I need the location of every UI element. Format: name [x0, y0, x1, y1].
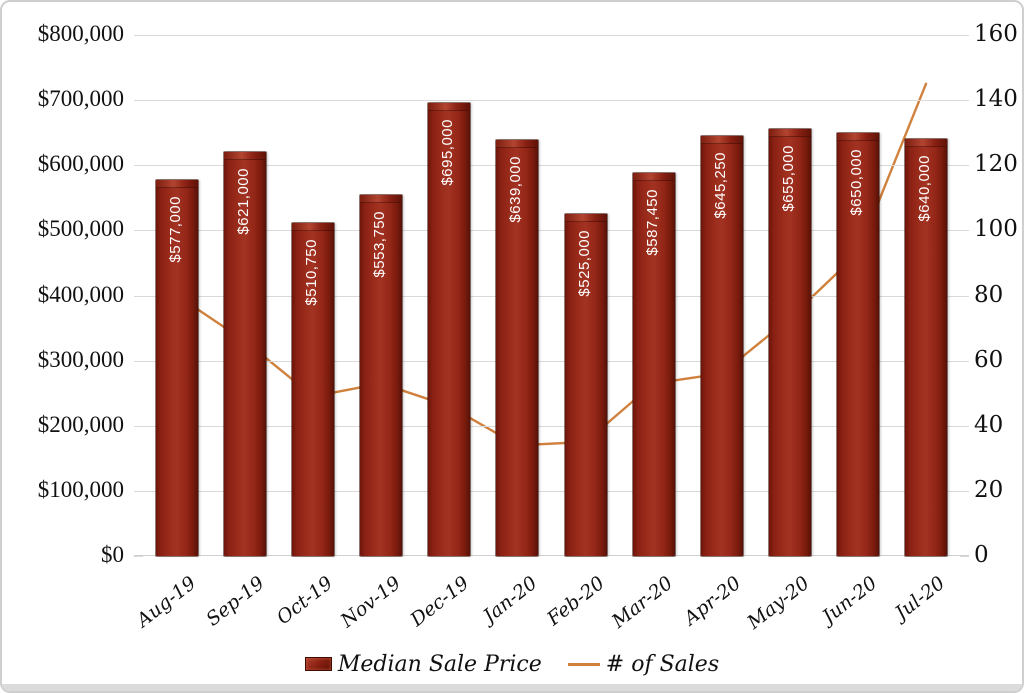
legend-entry-number-of-sales: # of Sales: [567, 651, 720, 677]
left-axis-tick: [134, 100, 143, 102]
gridline: [143, 490, 960, 492]
bar-value-label: $510,750: [303, 239, 321, 306]
left-axis-tick: [134, 490, 143, 492]
x-axis-label-oct-19: Oct-19: [272, 572, 337, 630]
x-axis-label-dec-19: Dec-19: [406, 572, 473, 632]
gridline: [143, 100, 960, 102]
left-axis-tick: [134, 230, 143, 232]
left-axis-tick-label: $300,000: [37, 346, 124, 372]
line-series-swatch-icon: [567, 662, 600, 666]
left-axis-tick: [134, 35, 143, 36]
legend-entry-median-sale-price: Median Sale Price: [304, 651, 542, 677]
bar-value-label: $639,000: [507, 155, 525, 223]
right-axis-tick-label: 100: [974, 216, 1018, 243]
left-axis-tick-label: $100,000: [37, 476, 124, 502]
legend-label: # of Sales: [605, 651, 720, 677]
right-axis-tick-label: 0: [974, 542, 989, 568]
bar-value-label: $587,450: [643, 189, 661, 256]
bar-sep-19: [224, 151, 267, 556]
right-axis-tick-label: 60: [974, 346, 1004, 373]
x-axis-label-aug-19: Aug-19: [132, 572, 201, 632]
gridline: [143, 425, 960, 427]
left-axis-tick-label: $700,000: [37, 86, 124, 112]
left-axis-tick-label: $200,000: [37, 411, 124, 437]
gridline: [143, 35, 960, 36]
bar-may-20: [768, 129, 811, 556]
left-axis-tick-label: $600,000: [37, 151, 124, 177]
right-axis-tick: [960, 490, 969, 492]
legend: Median Sale Price # of Sales: [2, 646, 1022, 682]
left-axis-tick: [134, 425, 143, 427]
x-axis-label-nov-19: Nov-19: [336, 572, 405, 633]
x-axis-line: [134, 555, 969, 556]
x-axis-label-feb-20: Feb-20: [543, 572, 610, 631]
bar-value-label: $655,000: [779, 145, 797, 212]
right-axis-tick: [960, 35, 969, 36]
bar-apr-20: [700, 135, 743, 556]
bar-value-label: $525,000: [575, 230, 593, 297]
bar-value-label: $695,000: [439, 119, 457, 186]
x-axis-label-apr-20: Apr-20: [680, 572, 746, 630]
sales-line-path: [175, 82, 928, 447]
bar-value-label: $577,000: [167, 196, 185, 263]
bar-value-label: $621,000: [235, 167, 253, 235]
bar-jun-20: [836, 132, 879, 556]
x-axis-label-jun-20: Jun-20: [818, 572, 882, 628]
bar-nov-19: [360, 195, 403, 556]
bar-value-label: $553,750: [371, 211, 389, 278]
left-axis-tick-label: $400,000: [37, 281, 124, 307]
right-axis-tick: [960, 425, 969, 427]
right-axis-tick: [960, 360, 969, 362]
left-axis-tick-label: $800,000: [37, 21, 124, 46]
x-axis-label-sep-19: Sep-19: [202, 572, 269, 631]
bar-feb-20: [564, 214, 607, 556]
bar-value-label: $640,000: [915, 155, 933, 222]
bar-value-label: $650,000: [847, 148, 865, 216]
legend-label: Median Sale Price: [337, 651, 542, 677]
gridline: [143, 165, 960, 167]
right-axis-tick-label: 80: [974, 281, 1004, 308]
left-axis-tick: [134, 165, 143, 167]
left-axis-tick: [134, 360, 143, 362]
left-axis-tick-label: $0: [101, 542, 124, 567]
right-axis-tick-label: 20: [974, 476, 1004, 503]
x-axis-label-jan-20: Jan-20: [478, 572, 542, 628]
bar-dec-19: [428, 103, 471, 556]
right-axis-tick: [960, 295, 969, 297]
left-axis-tick: [134, 295, 143, 297]
bar-oct-19: [292, 223, 335, 556]
right-axis-tick-label: 120: [974, 151, 1018, 178]
x-axis-label-may-20: May-20: [742, 572, 814, 634]
right-axis-tick: [960, 230, 969, 232]
right-axis-tick-label: 160: [974, 21, 1018, 47]
gridline: [143, 295, 960, 297]
bar-value-label: $645,250: [711, 151, 729, 219]
bar-series-swatch-icon: [304, 657, 332, 671]
x-axis-label-mar-20: Mar-20: [608, 572, 678, 633]
bar-mar-20: [632, 173, 675, 556]
right-axis-tick: [960, 165, 969, 167]
left-axis-tick-label: $500,000: [37, 216, 124, 242]
right-axis-tick-label: 40: [974, 411, 1004, 438]
gridline: [143, 360, 960, 362]
plot-area: $577,000 $621,000 $510,750 $553,750 $695,000…: [134, 35, 969, 557]
right-axis-tick: [960, 100, 969, 102]
bar-jan-20: [496, 139, 539, 556]
right-axis-tick-label: 140: [974, 86, 1018, 113]
gridline: [143, 230, 960, 232]
bar-jul-20: [904, 139, 947, 556]
bottom-border-strip: [2, 684, 1022, 691]
left-axis-tick: [134, 556, 143, 557]
x-axis-label-jul-20: Jul-20: [891, 572, 950, 625]
right-axis-tick: [960, 556, 969, 557]
bar-aug-19: [156, 180, 199, 556]
